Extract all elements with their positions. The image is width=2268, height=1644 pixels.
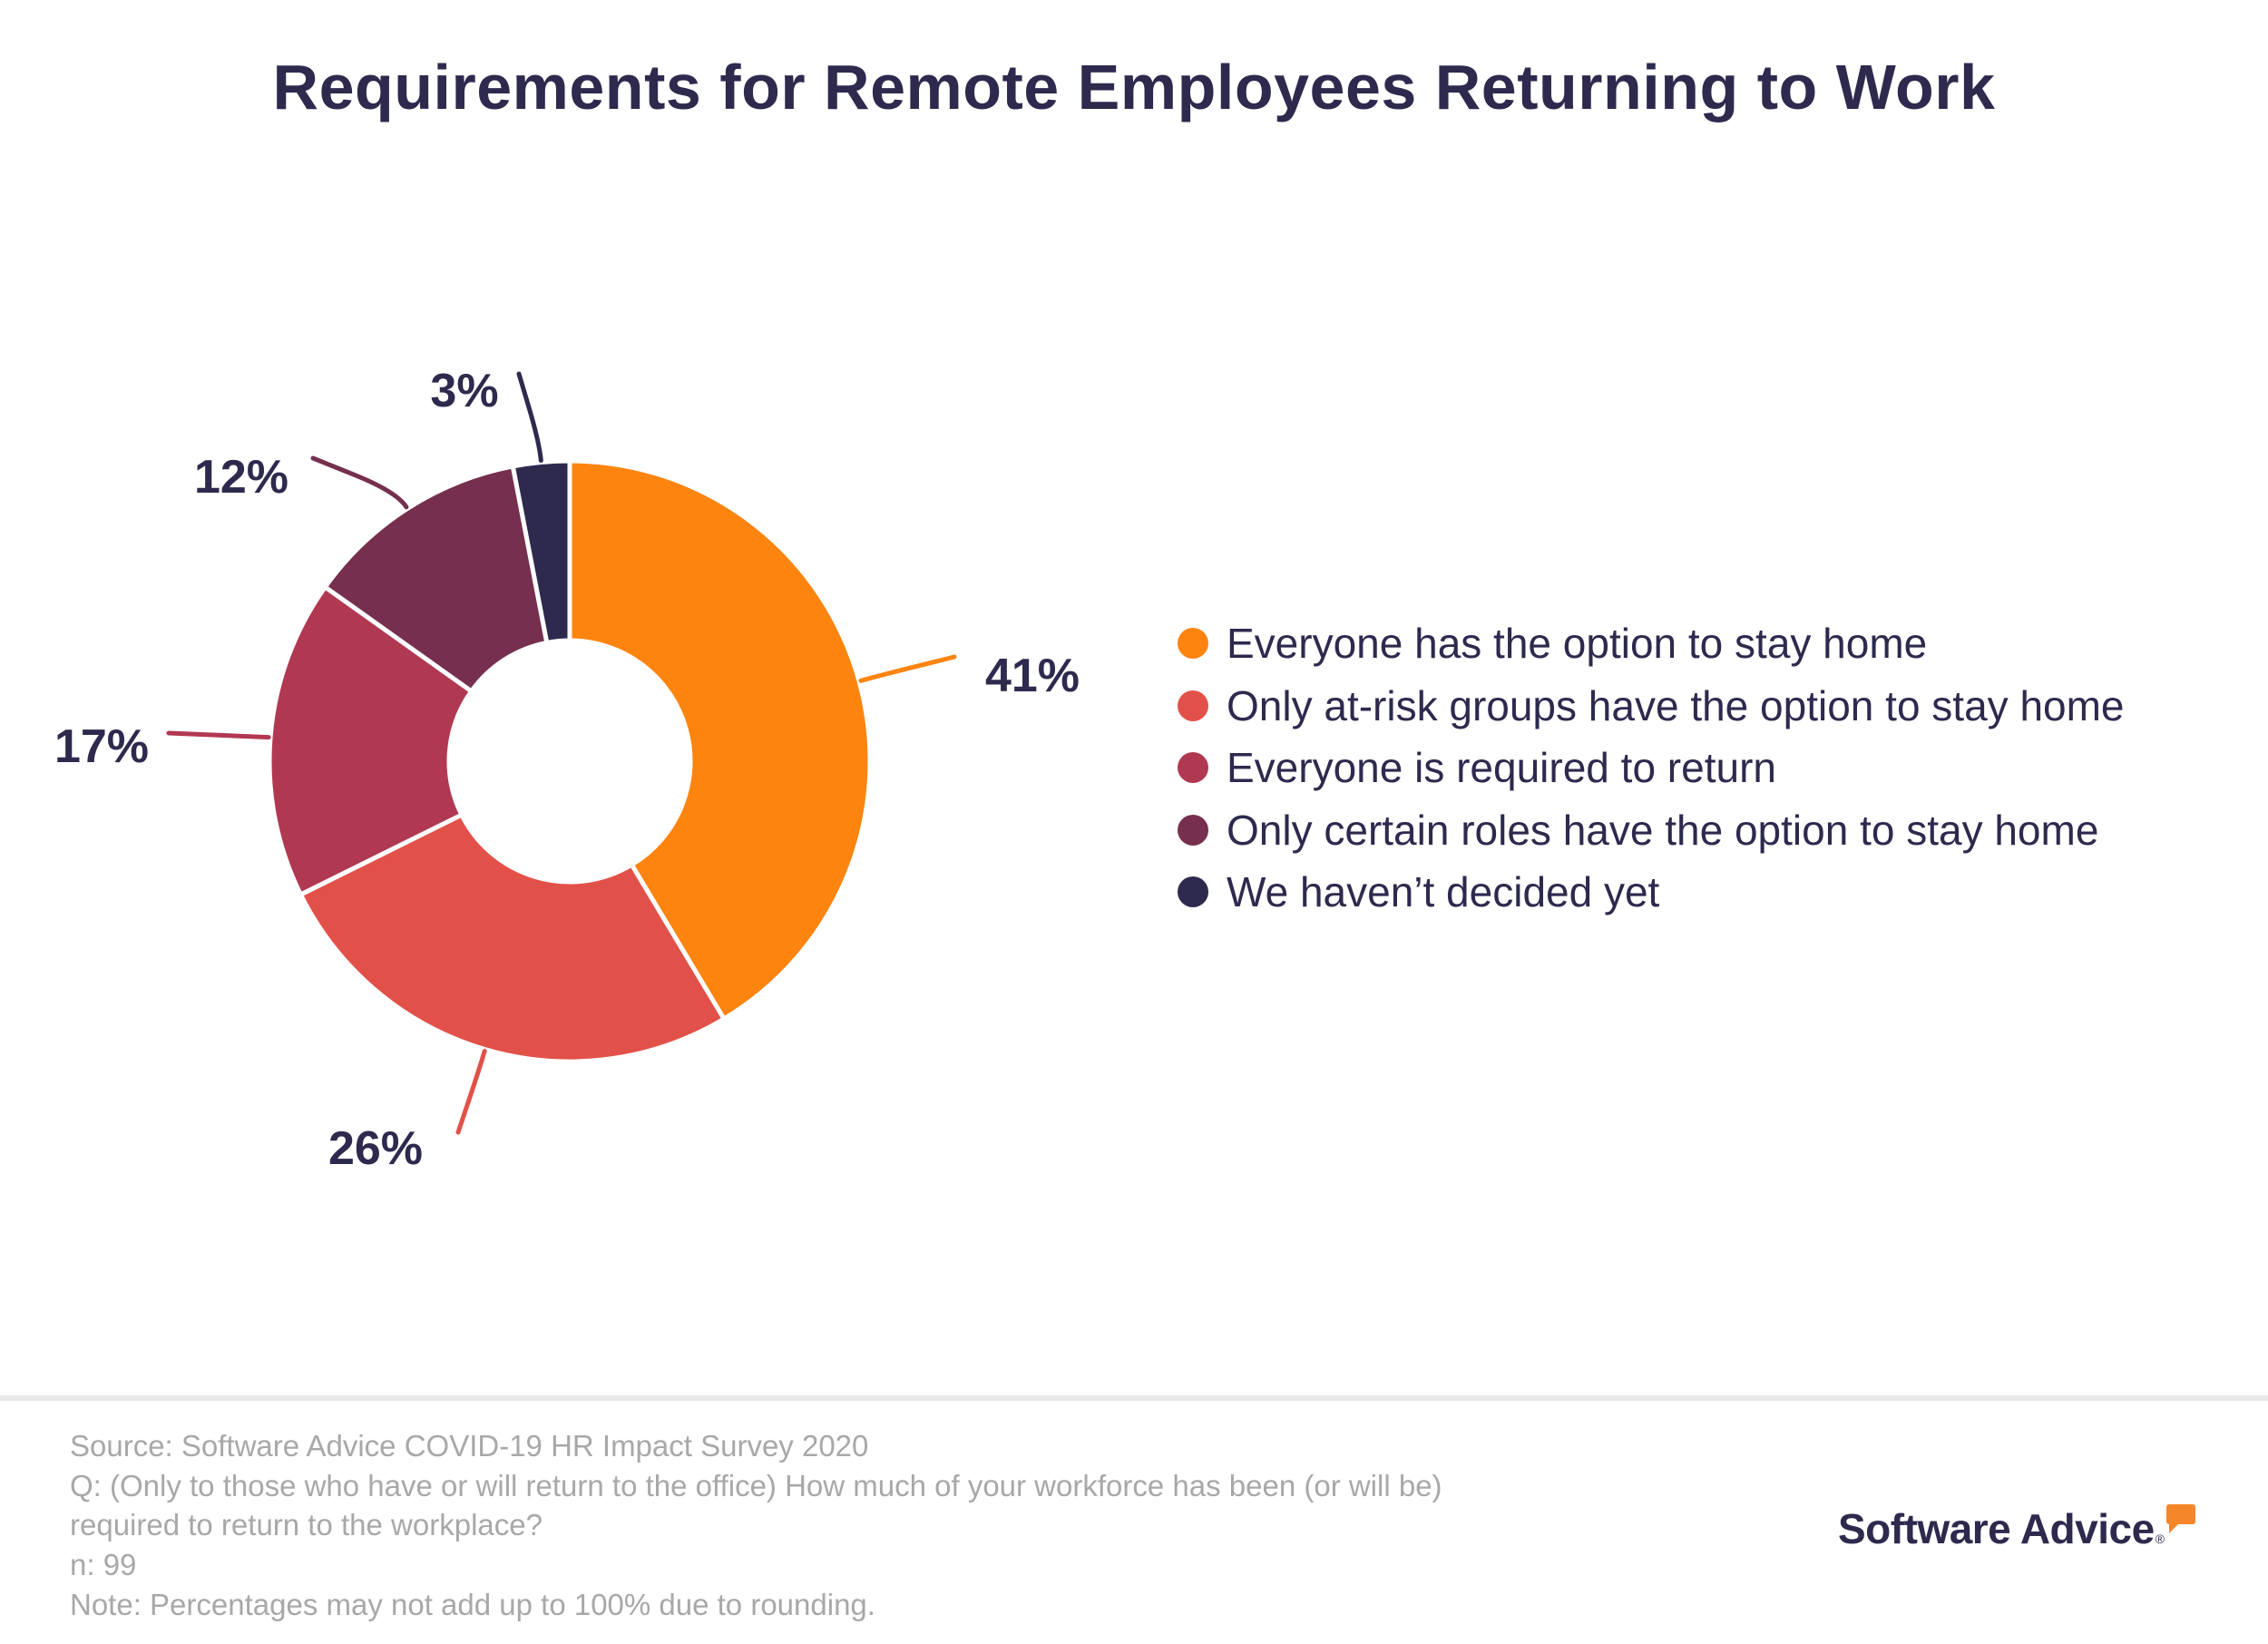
legend-item: We haven’t decided yet — [1178, 861, 2125, 924]
data-label: 17% — [54, 720, 149, 773]
legend-swatch-icon — [1178, 814, 1208, 846]
data-label: 3% — [430, 365, 498, 417]
footer-notes: Source: Software Advice COVID-19 HR Impa… — [70, 1426, 1442, 1625]
legend-label: Only at-risk groups have the option to s… — [1227, 681, 2125, 729]
registered-mark: ® — [2155, 1531, 2165, 1546]
question-note-line2: required to return to the workplace? — [70, 1508, 543, 1542]
software-advice-logo: Software Advice ® — [1838, 1504, 2196, 1553]
donut-slice — [298, 811, 728, 1064]
leader-line — [310, 455, 409, 510]
data-label: 12% — [194, 451, 288, 504]
legend-label: Everyone has the option to stay home — [1227, 620, 1928, 668]
slices-group — [267, 458, 873, 1064]
question-note-line1: Q: (Only to those who have or will retur… — [70, 1468, 1442, 1502]
donut-slice — [321, 464, 550, 695]
donut-slice — [267, 583, 475, 898]
legend-item: Only certain roles have the option to st… — [1178, 799, 2125, 862]
data-label: 41% — [985, 650, 1080, 702]
donut-slice — [567, 458, 873, 1023]
leader-line — [455, 1049, 487, 1135]
legend-label: We haven’t decided yet — [1227, 868, 1660, 916]
speech-bubble-icon — [2166, 1504, 2196, 1533]
rounding-note: Note: Percentages may not add up to 100%… — [70, 1587, 875, 1621]
sample-size-note: n: 99 — [70, 1548, 137, 1582]
donut-chart: 41% 26% 17% 12% 3% — [54, 365, 1080, 1175]
leader-line — [516, 371, 543, 464]
logo-text: Software Advice — [1838, 1505, 2155, 1552]
data-label: 26% — [328, 1122, 423, 1175]
footer-divider — [0, 1395, 2268, 1401]
legend-swatch-icon — [1178, 876, 1208, 908]
leader-lines-group — [166, 371, 957, 1135]
donut-slice — [510, 458, 572, 646]
legend-item: Everyone is required to return — [1178, 737, 2125, 799]
legend-label: Everyone is required to return — [1227, 744, 1776, 792]
leader-line — [166, 730, 271, 740]
chart-title: Requirements for Remote Employees Return… — [272, 52, 1996, 122]
data-labels-group: 41% 26% 17% 12% 3% — [54, 365, 1080, 1175]
source-note: Source: Software Advice COVID-19 HR Impa… — [70, 1429, 869, 1463]
legend-item: Everyone has the option to stay home — [1178, 612, 2125, 675]
legend-swatch-icon — [1178, 628, 1208, 660]
legend-label: Only certain roles have the option to st… — [1227, 806, 2099, 854]
leader-line — [858, 654, 957, 683]
legend-swatch-icon — [1178, 752, 1208, 784]
legend-item: Only at-risk groups have the option to s… — [1178, 675, 2125, 738]
legend-swatch-icon — [1178, 690, 1208, 721]
legend: Everyone has the option to stay home Onl… — [1178, 612, 2125, 924]
